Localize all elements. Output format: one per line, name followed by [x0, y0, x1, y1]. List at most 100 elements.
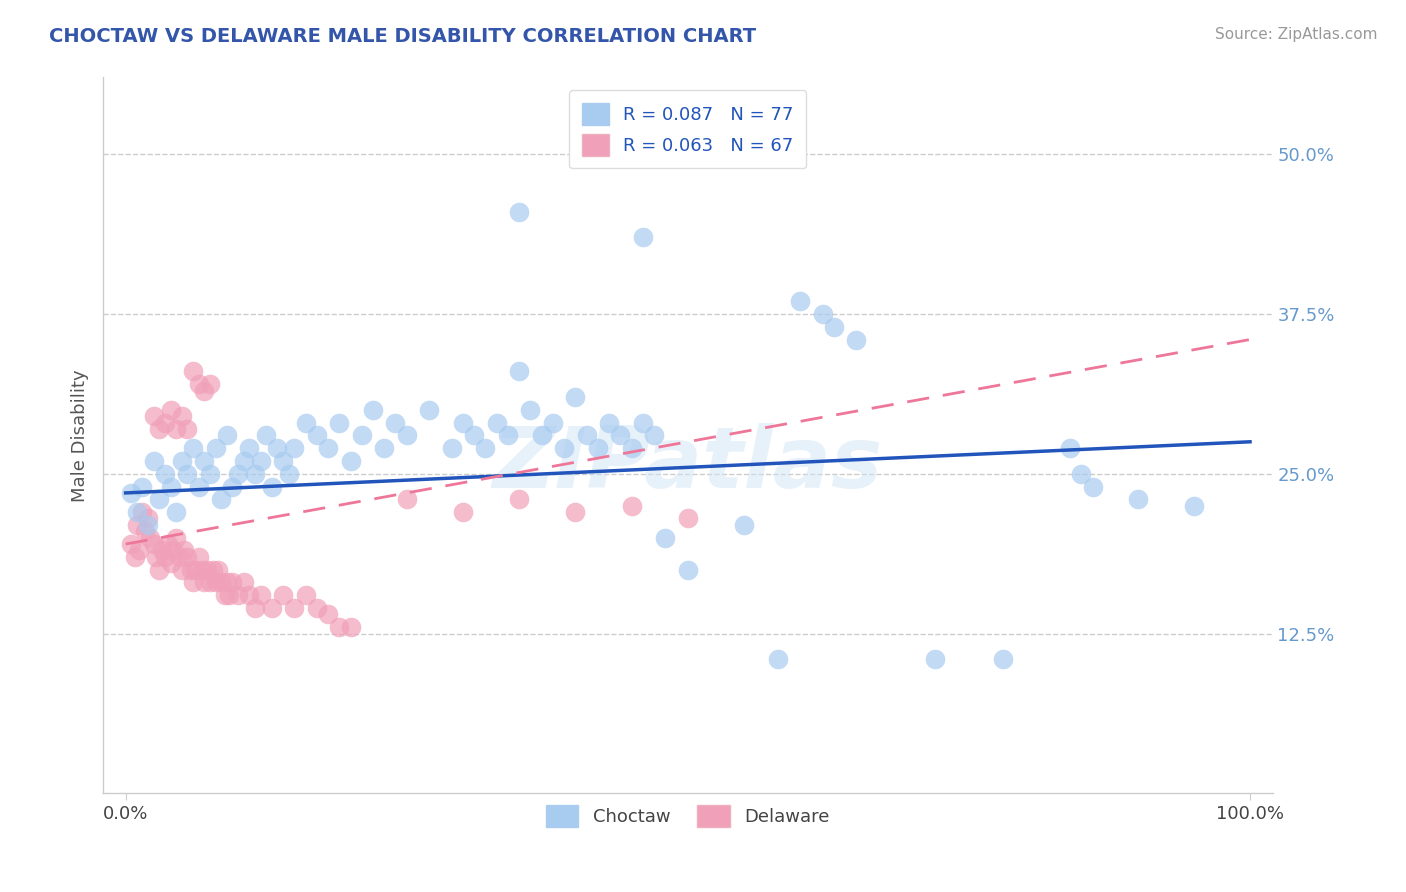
- Point: [1182, 499, 1205, 513]
- Point: [120, 486, 142, 500]
- Point: [811, 307, 834, 321]
- Point: [620, 441, 643, 455]
- Point: [254, 428, 277, 442]
- Point: [789, 294, 811, 309]
- Point: [598, 416, 620, 430]
- Point: [339, 620, 361, 634]
- Point: [564, 390, 586, 404]
- Point: [214, 588, 236, 602]
- Point: [131, 479, 153, 493]
- Point: [193, 575, 215, 590]
- Point: [148, 422, 170, 436]
- Point: [1081, 479, 1104, 493]
- Point: [142, 537, 165, 551]
- Text: Source: ZipAtlas.com: Source: ZipAtlas.com: [1215, 27, 1378, 42]
- Point: [232, 575, 254, 590]
- Point: [260, 601, 283, 615]
- Point: [676, 563, 699, 577]
- Point: [153, 467, 176, 481]
- Point: [176, 549, 198, 564]
- Point: [165, 422, 187, 436]
- Point: [193, 454, 215, 468]
- Point: [530, 428, 553, 442]
- Point: [260, 479, 283, 493]
- Point: [176, 467, 198, 481]
- Point: [131, 505, 153, 519]
- Point: [162, 543, 184, 558]
- Point: [294, 416, 316, 430]
- Point: [209, 492, 232, 507]
- Point: [181, 441, 204, 455]
- Point: [226, 467, 249, 481]
- Point: [541, 416, 564, 430]
- Point: [134, 524, 156, 539]
- Point: [451, 505, 474, 519]
- Point: [564, 505, 586, 519]
- Point: [440, 441, 463, 455]
- Point: [305, 428, 328, 442]
- Point: [553, 441, 575, 455]
- Point: [643, 428, 665, 442]
- Point: [157, 537, 180, 551]
- Point: [207, 563, 229, 577]
- Point: [136, 511, 159, 525]
- Point: [277, 467, 299, 481]
- Point: [575, 428, 598, 442]
- Y-axis label: Male Disability: Male Disability: [72, 369, 89, 501]
- Point: [173, 543, 195, 558]
- Point: [153, 549, 176, 564]
- Point: [243, 467, 266, 481]
- Point: [165, 505, 187, 519]
- Point: [148, 563, 170, 577]
- Point: [193, 384, 215, 398]
- Point: [631, 230, 654, 244]
- Point: [991, 652, 1014, 666]
- Point: [249, 588, 271, 602]
- Point: [165, 531, 187, 545]
- Point: [339, 454, 361, 468]
- Point: [508, 204, 530, 219]
- Point: [187, 549, 209, 564]
- Point: [153, 416, 176, 430]
- Point: [125, 505, 148, 519]
- Point: [395, 492, 418, 507]
- Point: [474, 441, 496, 455]
- Point: [191, 563, 214, 577]
- Point: [187, 377, 209, 392]
- Text: CHOCTAW VS DELAWARE MALE DISABILITY CORRELATION CHART: CHOCTAW VS DELAWARE MALE DISABILITY CORR…: [49, 27, 756, 45]
- Point: [148, 492, 170, 507]
- Point: [283, 441, 305, 455]
- Point: [221, 575, 243, 590]
- Point: [294, 588, 316, 602]
- Point: [125, 517, 148, 532]
- Point: [823, 319, 845, 334]
- Point: [924, 652, 946, 666]
- Point: [187, 479, 209, 493]
- Point: [271, 454, 294, 468]
- Point: [733, 517, 755, 532]
- Point: [350, 428, 373, 442]
- Point: [202, 563, 225, 577]
- Point: [305, 601, 328, 615]
- Point: [139, 531, 162, 545]
- Point: [361, 402, 384, 417]
- Point: [170, 563, 193, 577]
- Point: [170, 409, 193, 424]
- Point: [181, 364, 204, 378]
- Point: [249, 454, 271, 468]
- Point: [169, 549, 191, 564]
- Point: [198, 575, 221, 590]
- Point: [620, 499, 643, 513]
- Point: [328, 620, 350, 634]
- Point: [176, 422, 198, 436]
- Point: [373, 441, 395, 455]
- Point: [418, 402, 440, 417]
- Point: [198, 467, 221, 481]
- Point: [150, 543, 173, 558]
- Point: [508, 492, 530, 507]
- Point: [845, 333, 868, 347]
- Point: [1070, 467, 1092, 481]
- Point: [395, 428, 418, 442]
- Legend: Choctaw, Delaware: Choctaw, Delaware: [538, 798, 837, 834]
- Point: [496, 428, 519, 442]
